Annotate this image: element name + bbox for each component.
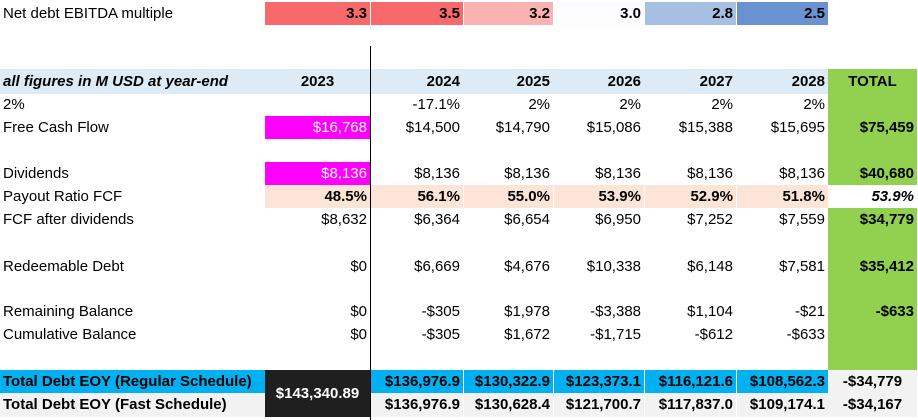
year-header[interactable]: 2026 — [607, 73, 641, 90]
header-label[interactable]: all figures in M USD at year-end — [3, 73, 229, 90]
ebitda-value[interactable]: 3.5 — [371, 2, 463, 25]
ebitda-label[interactable]: Net debt EBITDA multiple — [3, 5, 174, 22]
cumulative-value[interactable]: -$612 — [694, 326, 733, 343]
payout-value[interactable]: 55.0% — [464, 185, 553, 208]
dividends-value[interactable]: $8,136 — [779, 165, 825, 182]
dividends-value[interactable]: $8,136 — [414, 165, 460, 182]
year-header[interactable]: 2027 — [699, 73, 733, 90]
redeemable-label[interactable]: Redeemable Debt — [3, 258, 124, 275]
debt-fast-value[interactable]: $121,700.7 — [554, 393, 644, 417]
dividends-total[interactable]: $40,680 — [859, 165, 914, 182]
debt-fast-value[interactable]: $136,976.9 — [371, 393, 463, 417]
fcf-value[interactable]: $14,500 — [405, 119, 460, 136]
fcf_after-value[interactable]: $6,950 — [595, 211, 641, 228]
fcf_after-value[interactable]: $7,559 — [779, 211, 825, 228]
dividends-value[interactable]: $8,136 — [687, 165, 733, 182]
fcf_after-value[interactable]: $7,252 — [687, 211, 733, 228]
debt-fast-value[interactable]: $130,628.4 — [464, 393, 553, 417]
dividends-value[interactable]: $8,136 — [504, 165, 550, 182]
debt-fast-total[interactable]: -$34,167 — [828, 393, 917, 417]
growth-rate[interactable]: 2% — [528, 96, 550, 113]
redeemable-value[interactable]: $0 — [350, 258, 367, 275]
column-divider — [370, 46, 371, 420]
total-column-fill — [828, 69, 917, 370]
fcf-value[interactable]: $14,790 — [495, 119, 550, 136]
debt-regular-value[interactable]: $116,121.6 — [645, 370, 736, 393]
fcf_after-value[interactable]: $8,632 — [321, 211, 367, 228]
redeemable-value[interactable]: $6,669 — [414, 258, 460, 275]
fcf-value[interactable]: $16,768 — [265, 116, 370, 139]
remaining-value[interactable]: -$21 — [794, 303, 825, 320]
total-header[interactable]: TOTAL — [848, 73, 897, 90]
year-header[interactable]: 2024 — [426, 73, 460, 90]
redeemable-total[interactable]: $35,412 — [859, 258, 914, 275]
fcf-label[interactable]: Free Cash Flow — [3, 119, 109, 136]
debt-regular-value[interactable]: $123,373.1 — [554, 370, 644, 393]
remaining-label[interactable]: Remaining Balance — [3, 303, 134, 320]
header-band — [0, 69, 828, 94]
debt-fast-label[interactable]: Total Debt EOY (Fast Schedule) — [0, 393, 265, 417]
growth-rate[interactable]: -17.1% — [412, 96, 460, 113]
growth-rate[interactable]: 2% — [803, 96, 825, 113]
debt-fast-value[interactable]: $109,174.1 — [737, 393, 828, 417]
debt-regular-value[interactable]: $108,562.3 — [737, 370, 828, 393]
payout-value[interactable]: 56.1% — [371, 185, 463, 208]
payout-value[interactable]: 48.5% — [265, 185, 370, 208]
cumulative-label[interactable]: Cumulative Balance — [3, 326, 137, 343]
growth-rate[interactable]: 2% — [711, 96, 733, 113]
remaining-value[interactable]: $0 — [350, 303, 367, 320]
remaining-value[interactable]: -$3,388 — [590, 303, 641, 320]
redeemable-value[interactable]: $10,338 — [586, 258, 641, 275]
redeemable-value[interactable]: $4,676 — [504, 258, 550, 275]
fcf-total[interactable]: $75,459 — [859, 119, 914, 136]
remaining-value[interactable]: -$305 — [421, 303, 460, 320]
ebitda-value[interactable]: 3.0 — [554, 2, 644, 25]
payout-label[interactable]: Payout Ratio FCF — [3, 188, 123, 205]
dividends-value[interactable]: $8,136 — [595, 165, 641, 182]
fcf-value[interactable]: $15,695 — [770, 119, 825, 136]
year-header[interactable]: 2028 — [791, 73, 825, 90]
year-header[interactable]: 2023 — [300, 73, 335, 90]
fcf_after-total[interactable]: $34,779 — [859, 211, 914, 228]
payout-value[interactable]: 53.9% — [554, 185, 644, 208]
fcf_after-value[interactable]: $6,364 — [414, 211, 460, 228]
remaining-value[interactable]: $1,978 — [504, 303, 550, 320]
debt-regular-label[interactable]: Total Debt EOY (Regular Schedule) — [0, 370, 265, 393]
payout-value[interactable]: 52.9% — [645, 185, 736, 208]
payout-value[interactable]: 51.8% — [737, 185, 828, 208]
ebitda-value[interactable]: 2.5 — [737, 2, 828, 25]
debt-fast-value[interactable]: $117,837.0 — [645, 393, 736, 417]
ebitda-value[interactable]: 3.3 — [265, 2, 370, 25]
dividends-label[interactable]: Dividends — [3, 165, 69, 182]
fcf-value[interactable]: $15,086 — [586, 119, 641, 136]
fcf-value[interactable]: $15,388 — [678, 119, 733, 136]
fcf_after-label[interactable]: FCF after dividends — [3, 211, 134, 228]
year-header[interactable]: 2025 — [516, 73, 550, 90]
debt-regular-value[interactable]: $130,322.9 — [464, 370, 553, 393]
cumulative-value[interactable]: -$1,715 — [590, 326, 641, 343]
ebitda-value[interactable]: 3.2 — [464, 2, 553, 25]
remaining-value[interactable]: $1,104 — [687, 303, 733, 320]
debt-regular-total[interactable]: -$34,779 — [828, 370, 917, 393]
cumulative-value[interactable]: -$305 — [421, 326, 460, 343]
cumulative-value[interactable]: $0 — [350, 326, 367, 343]
redeemable-value[interactable]: $7,581 — [779, 258, 825, 275]
remaining-total[interactable]: -$633 — [875, 303, 914, 320]
payout-total[interactable]: 53.9% — [828, 185, 917, 208]
debt-regular-value[interactable]: $136,976.9 — [371, 370, 463, 393]
fcf_after-value[interactable]: $6,654 — [504, 211, 550, 228]
ebitda-value[interactable]: 2.8 — [645, 2, 736, 25]
cumulative-value[interactable]: $1,672 — [504, 326, 550, 343]
debt-start-value[interactable]: $143,340.89 — [265, 370, 370, 417]
growth-rate[interactable]: 2% — [619, 96, 641, 113]
cumulative-value[interactable]: -$633 — [786, 326, 825, 343]
dividends-value[interactable]: $8,136 — [265, 162, 370, 185]
growth-rate[interactable]: 2% — [3, 96, 25, 113]
redeemable-value[interactable]: $6,148 — [687, 258, 733, 275]
